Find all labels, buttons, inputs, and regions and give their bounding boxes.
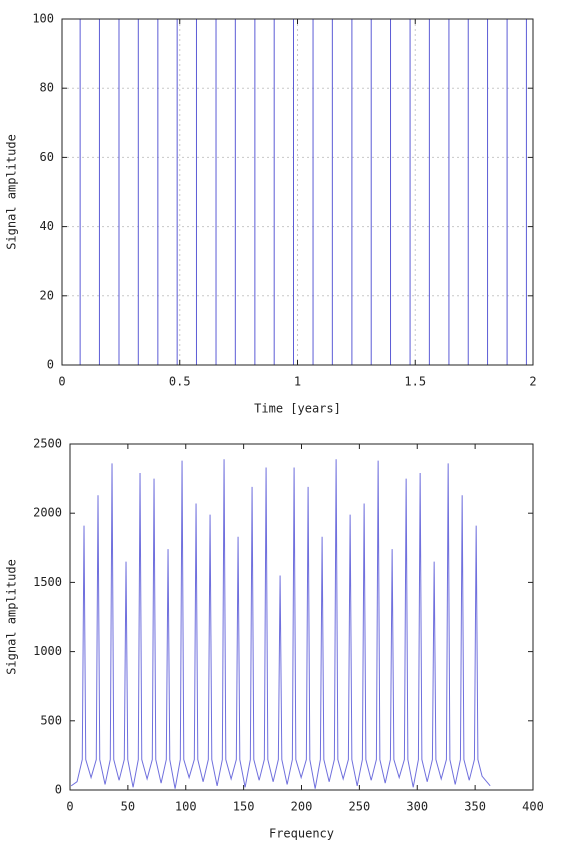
y-tick-label: 100	[32, 12, 54, 26]
x-tick-label: 400	[522, 800, 544, 814]
x-tick-label: 150	[233, 800, 255, 814]
y-tick-label: 0	[47, 358, 54, 372]
x-tick-label: 0	[58, 375, 65, 389]
y-axis-label: Signal amplitude	[5, 559, 19, 675]
x-tick-label: 0.5	[169, 375, 191, 389]
signal-line	[70, 459, 491, 789]
x-tick-label: 50	[121, 800, 135, 814]
plot-frame	[61, 18, 534, 366]
x-tick-label: 200	[291, 800, 313, 814]
y-tick-label: 40	[40, 219, 54, 233]
x-tick-label: 250	[349, 800, 371, 814]
y-tick-label: 20	[40, 288, 54, 302]
x-tick-label: 100	[175, 800, 197, 814]
y-tick-label: 60	[40, 150, 54, 164]
y-tick-label: 2000	[33, 506, 62, 520]
y-tick-label: 0	[55, 783, 62, 797]
x-axis-label: Time [years]	[254, 402, 341, 416]
x-tick-label: 300	[406, 800, 428, 814]
x-tick-label: 2	[529, 375, 536, 389]
y-tick-label: 500	[40, 713, 62, 727]
x-tick-label: 1.5	[404, 375, 426, 389]
x-tick-label: 1	[294, 375, 301, 389]
plot-frame	[69, 443, 534, 791]
x-tick-label: 350	[464, 800, 486, 814]
x-tick-label: 0	[66, 800, 73, 814]
y-tick-label: 1500	[33, 575, 62, 589]
y-axis-label: Signal amplitude	[5, 134, 19, 250]
y-tick-label: 1000	[33, 644, 62, 658]
y-tick-label: 80	[40, 81, 54, 95]
x-axis-label: Frequency	[269, 827, 334, 841]
y-tick-label: 2500	[33, 437, 62, 451]
